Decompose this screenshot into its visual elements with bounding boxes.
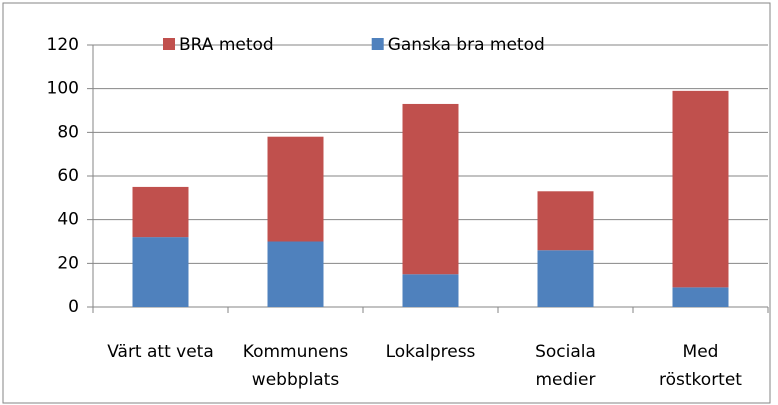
y-tick-label: 40 bbox=[57, 210, 79, 230]
x-tick-label: Lokalpress bbox=[386, 342, 476, 362]
bar-segment bbox=[402, 274, 459, 307]
x-tick-label-line: Kommunens bbox=[243, 342, 349, 362]
x-tick-label-line: Lokalpress bbox=[386, 342, 476, 362]
y-tick-label: 120 bbox=[47, 35, 79, 55]
x-tick-label-line: webbplats bbox=[252, 370, 340, 390]
x-tick-label: Med röstkortet bbox=[659, 342, 742, 390]
y-tick-label: 0 bbox=[68, 297, 79, 317]
y-tick-label: 80 bbox=[57, 122, 79, 142]
bar-segment bbox=[267, 136, 324, 242]
x-tick-label-line: Sociala bbox=[535, 342, 596, 362]
y-tick-label: 20 bbox=[57, 253, 79, 273]
x-tick-label: Kommunens webbplats bbox=[243, 342, 349, 390]
bar-segment bbox=[267, 241, 324, 307]
x-tick-label-line: röstkortet bbox=[659, 370, 742, 390]
bar-segment bbox=[132, 186, 189, 238]
y-tick-label: 100 bbox=[47, 79, 79, 99]
bar-segment bbox=[672, 90, 729, 288]
legend-swatch bbox=[371, 38, 384, 50]
legend-label: Ganska bra metod bbox=[388, 35, 545, 55]
x-tick-label: Sociala medier bbox=[535, 342, 596, 390]
bar-segment bbox=[672, 287, 729, 307]
x-tick-label: Värt att veta bbox=[107, 342, 214, 362]
x-tick-label-line: Med bbox=[683, 342, 719, 362]
x-tick-label-line: Värt att veta bbox=[107, 342, 214, 362]
x-tick-label-line: medier bbox=[536, 370, 596, 390]
bar-segment bbox=[402, 103, 459, 275]
bar-segment bbox=[537, 250, 594, 307]
bar-segment bbox=[132, 237, 189, 307]
legend-label: BRA metod bbox=[179, 35, 274, 55]
bar-segment bbox=[537, 191, 594, 251]
y-tick-label: 60 bbox=[57, 166, 79, 186]
legend-swatch bbox=[163, 38, 175, 50]
